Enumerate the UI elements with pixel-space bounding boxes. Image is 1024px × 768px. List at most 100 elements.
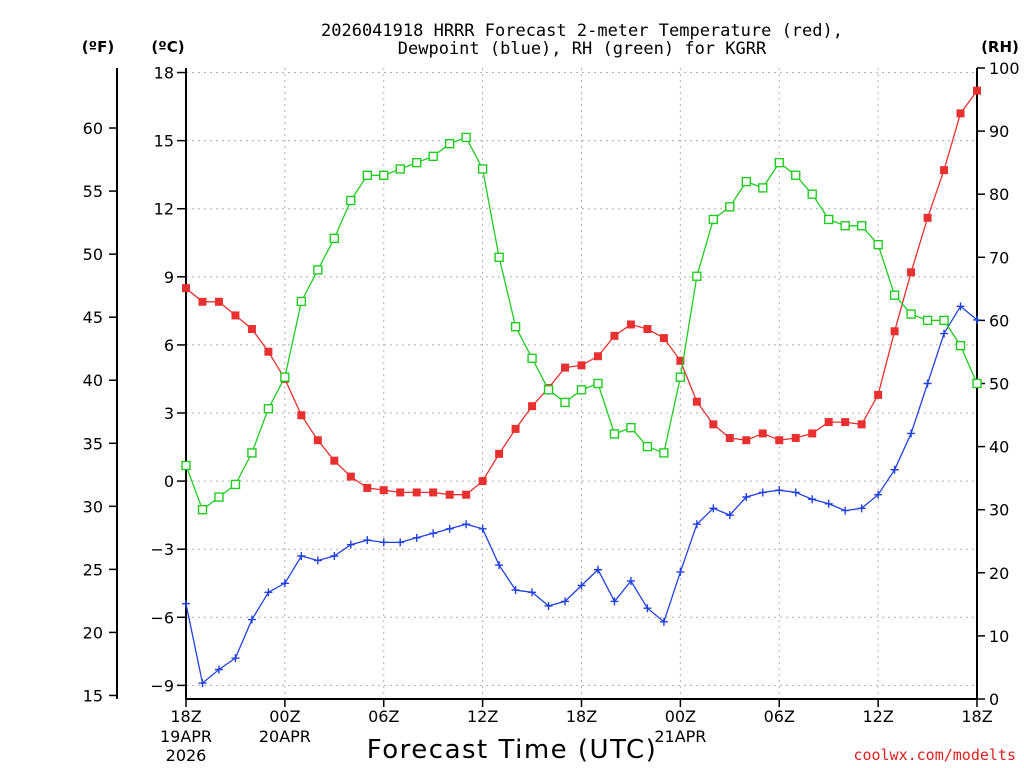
rh-tick-label: 100	[989, 59, 1020, 78]
dewpoint-point	[462, 520, 471, 529]
rh-tick-label: 10	[989, 627, 1009, 646]
fahrenheit-tick-label: 60	[83, 119, 103, 138]
x-tick-year-label: 2026	[166, 746, 207, 765]
rh-point	[560, 397, 570, 408]
rh-tick-label: 60	[989, 311, 1009, 330]
dewpoint-point	[890, 465, 899, 474]
dewpoint-point	[297, 552, 306, 561]
temperature-point	[429, 488, 438, 497]
fahrenheit-tick-label: 15	[83, 686, 103, 705]
dewpoint-point	[264, 588, 273, 597]
rh-point	[263, 404, 274, 414]
temperature-point	[824, 418, 833, 427]
rh-point	[395, 164, 405, 174]
dewpoint-point	[676, 567, 685, 576]
series	[181, 86, 982, 688]
temperature-point	[396, 488, 405, 497]
celsius-tick-label: 15	[154, 132, 174, 151]
rh-point	[840, 221, 850, 231]
dewpoint-point	[593, 565, 602, 574]
temperature-point	[643, 325, 652, 334]
rh-point	[626, 422, 636, 433]
celsius-tick-label: 0	[164, 472, 174, 491]
axes: −9 −6 −3 0 3 6 9 12 15 18 15 20 25 30 35 40 45 50 55 60 0 10 2…	[83, 59, 1020, 765]
rh-point	[659, 448, 669, 458]
temperature-point	[725, 433, 734, 442]
rh-point	[477, 164, 488, 174]
rh-point	[576, 385, 587, 395]
temperature-point	[956, 109, 965, 118]
credit-text: coolwx.com/modelts	[853, 746, 1016, 764]
dewpoint-point	[214, 665, 223, 674]
x-tick-label: 18Z	[170, 707, 201, 726]
rh-point	[807, 189, 817, 199]
rh-point	[346, 195, 356, 206]
rh-point	[444, 139, 455, 149]
fahrenheit-tick-label: 25	[83, 560, 103, 579]
temperature-point	[198, 297, 207, 306]
dewpoint-point	[692, 520, 701, 529]
rh-point	[181, 460, 191, 471]
dewpoint-point	[956, 302, 965, 311]
rh-tick-label: 0	[989, 690, 999, 709]
dewpoint-point	[445, 524, 454, 533]
fahrenheit-tick-label: 45	[83, 308, 103, 327]
dewpoint-point	[363, 536, 372, 545]
temperature-point	[528, 402, 537, 411]
fahrenheit-tick-label: 35	[83, 434, 103, 453]
temperature-point	[973, 86, 981, 95]
rh-point	[955, 340, 966, 351]
temperature-point	[676, 356, 685, 365]
celsius-tick-label: −9	[150, 676, 174, 695]
fahrenheit-tick-label: 20	[83, 623, 103, 642]
rh-point	[247, 448, 257, 458]
rh-point	[823, 214, 834, 225]
temperature-point	[511, 424, 520, 433]
temperature-point	[478, 477, 487, 486]
x-tick-date-label: 21APR	[654, 727, 706, 746]
temperature-point	[742, 436, 751, 445]
fahrenheit-tick-label: 40	[83, 371, 103, 390]
rh-point	[922, 315, 933, 326]
temperature-point	[709, 420, 718, 429]
dewpoint-point	[528, 588, 537, 597]
temperature-point	[808, 429, 817, 438]
temperature-point	[297, 411, 306, 420]
dewpoint-point	[709, 504, 718, 513]
dewpoint-point	[791, 488, 800, 497]
rh-point	[692, 271, 702, 281]
rh-point	[889, 290, 900, 300]
dewpoint-point	[346, 540, 355, 549]
rh-point	[593, 378, 603, 389]
rh-point	[939, 315, 949, 326]
rh-point	[642, 441, 653, 452]
dewpoint-point	[742, 492, 751, 501]
x-tick-label: 00Z	[269, 707, 300, 726]
rh-point	[527, 353, 537, 363]
temperature-point	[445, 490, 454, 499]
temperature-point	[593, 352, 602, 361]
chart-title-line1: 2026041918 HRRR Forecast 2-meter Tempera…	[321, 21, 843, 41]
temperature-point	[841, 418, 850, 427]
temperature-point	[363, 483, 372, 492]
temperature-point	[379, 486, 388, 495]
dewpoint-point	[561, 597, 570, 606]
temperature-point	[907, 268, 916, 277]
rh-point	[873, 239, 883, 250]
temperature-point	[346, 472, 355, 481]
celsius-tick-label: 12	[154, 200, 174, 219]
rh-point	[972, 378, 982, 389]
dewpoint-point	[412, 533, 421, 542]
rh-point	[856, 221, 867, 231]
rh-tick-label: 30	[989, 501, 1009, 520]
rh-point	[774, 157, 784, 168]
celsius-tick-label: −6	[150, 608, 174, 627]
temperature-point	[231, 311, 240, 320]
dewpoint-point	[824, 499, 833, 508]
fahrenheit-axis-label: (ºF)	[82, 38, 114, 56]
temperature-point	[890, 327, 899, 336]
temperature-point	[923, 213, 932, 222]
rh-point	[791, 170, 801, 180]
dewpoint-point	[478, 524, 487, 533]
